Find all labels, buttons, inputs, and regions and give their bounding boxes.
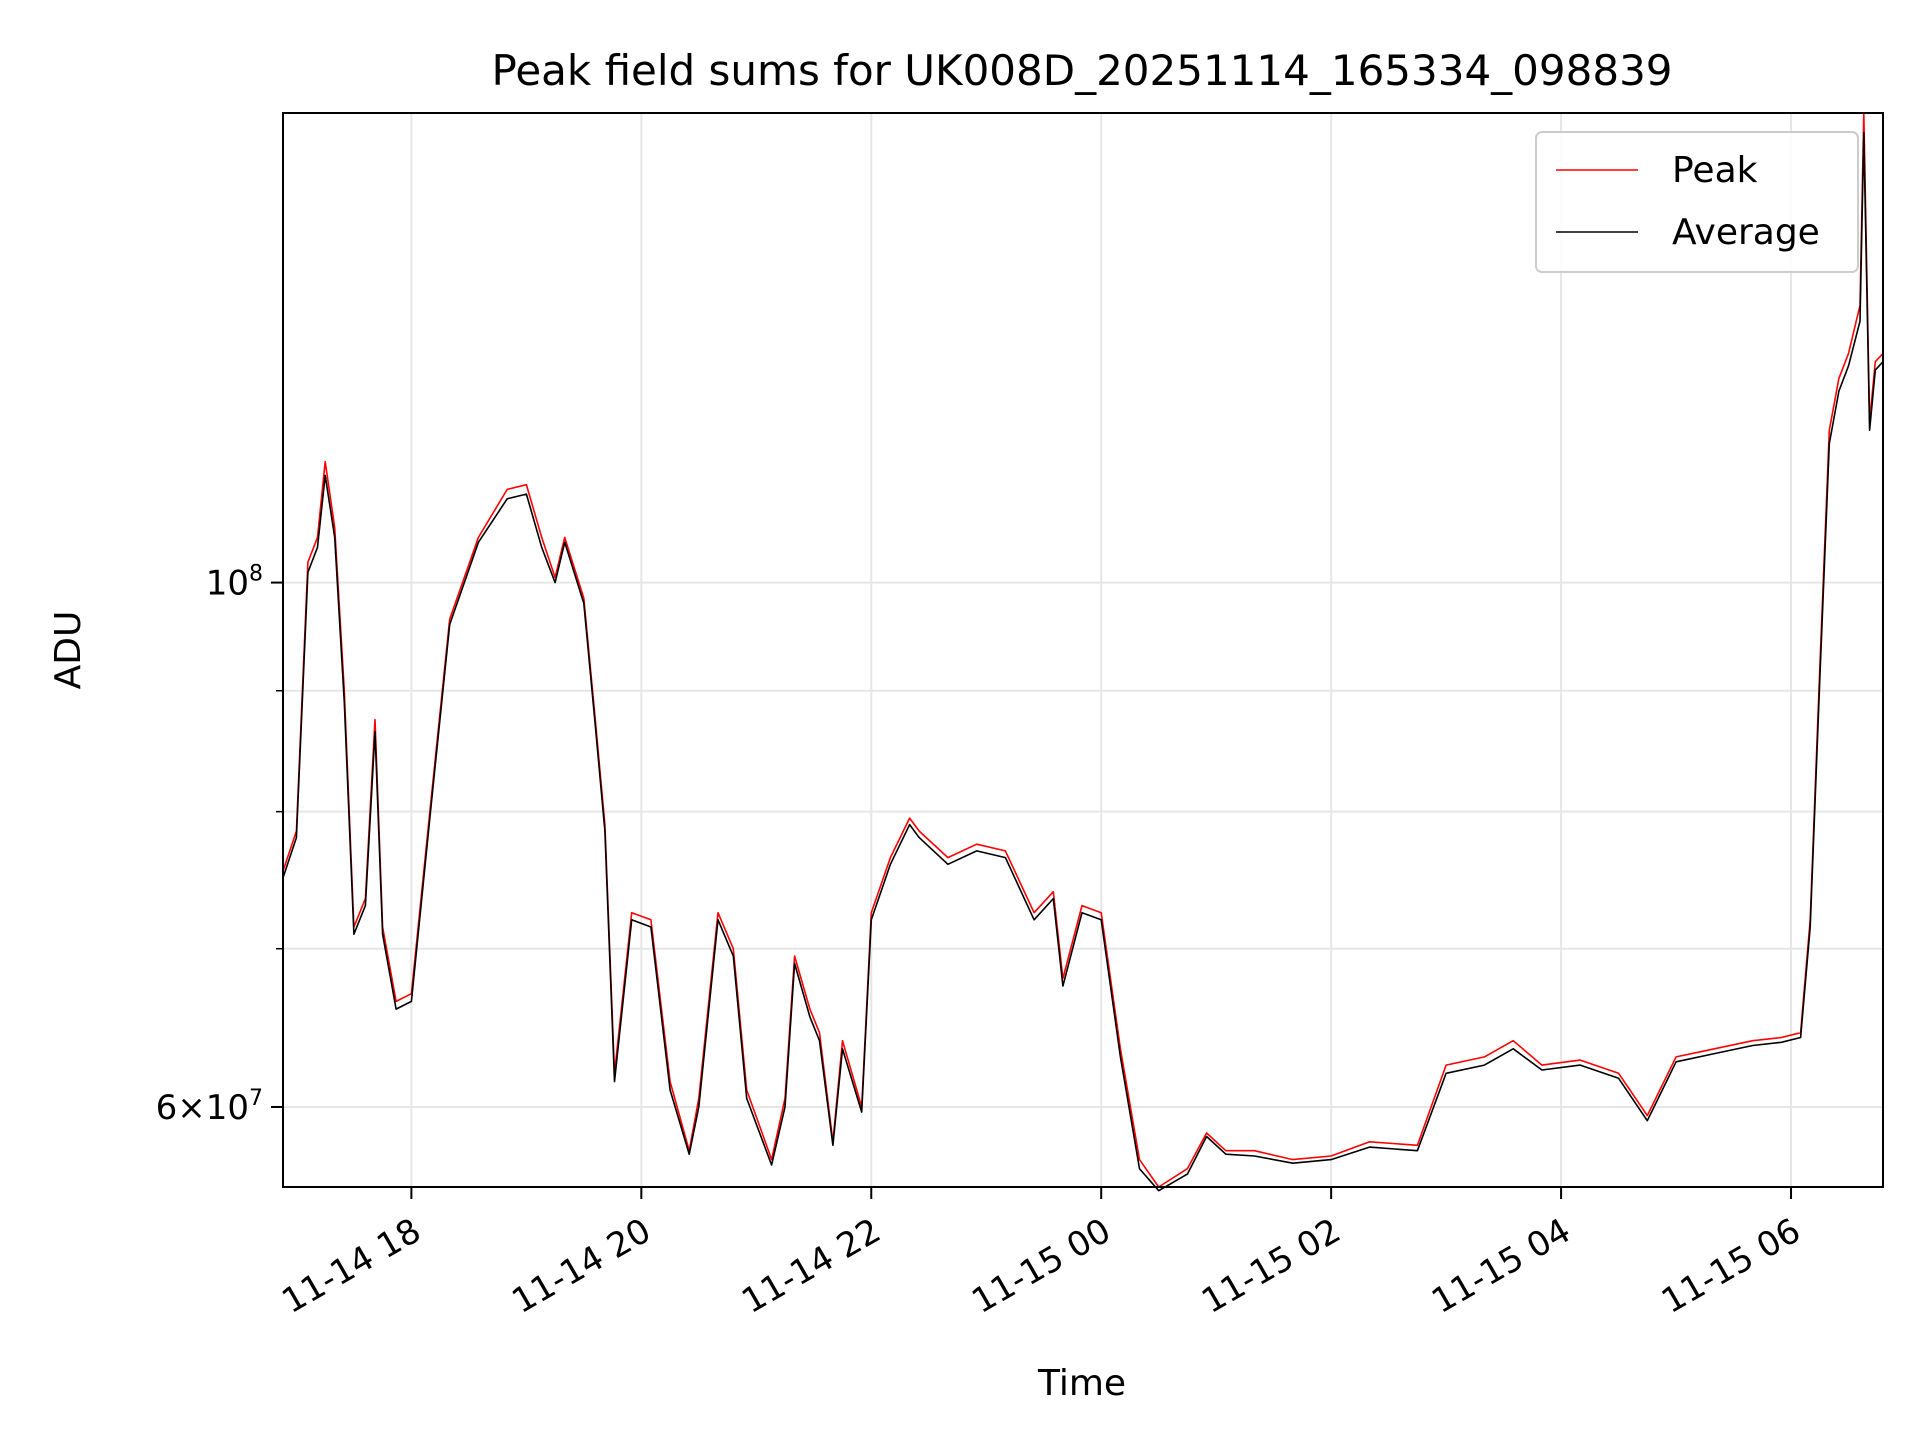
legend-label-peak: Peak [1672,150,1758,191]
legend: Peak Average [1535,131,1859,273]
legend-box [1535,131,1859,273]
series-line-peak [282,112,1884,1188]
legend-label-average: Average [1672,212,1820,253]
y-axis: 6×107 108 [156,562,283,1128]
y-tick-label: 108 [206,562,263,604]
series-layer [282,112,1884,1192]
grid [283,113,1883,1187]
x-axis-title: Time [1037,1363,1126,1404]
y-axis-title: ADU [48,611,89,690]
chart-title: Peak field sums for UK008D_20251114_1653… [491,46,1672,95]
series-line-average [282,131,1884,1192]
plot-frame [282,112,1884,1188]
y-tick-label: 6×107 [156,1086,263,1128]
